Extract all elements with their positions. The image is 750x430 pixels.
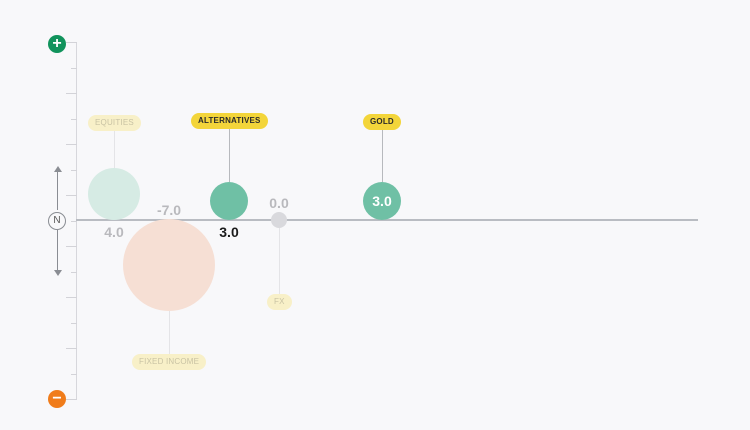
fixed-income-stem [169, 311, 170, 354]
gold-label[interactable]: GOLD [363, 114, 401, 130]
scale-tick [71, 221, 77, 222]
fixed-income-value: -7.0 [156, 202, 182, 218]
fx-label[interactable]: FX [267, 294, 292, 310]
scale-tick [71, 272, 77, 273]
down-arrow-icon [54, 270, 62, 276]
alternatives-stem [229, 129, 230, 182]
scale-tick [66, 348, 77, 349]
up-arrow-line [57, 172, 58, 210]
neutral-marker: N [48, 212, 66, 230]
scale-tick [71, 374, 77, 375]
alternatives-value: 3.0 [219, 224, 239, 240]
gold-stem [382, 130, 383, 182]
alternatives-bubble[interactable] [210, 182, 248, 220]
equities-label[interactable]: EQUITIES [88, 115, 141, 131]
down-arrow-line [57, 230, 58, 270]
fx-value: 0.0 [269, 195, 289, 211]
gold-value: 3.0 [372, 193, 392, 209]
equities-bubble[interactable] [88, 168, 140, 220]
scale-tick [66, 399, 77, 400]
neutral-baseline [76, 219, 698, 221]
scale-tick [66, 195, 77, 196]
scale-tick [71, 323, 77, 324]
up-arrow-icon [54, 166, 62, 172]
scale-tick [71, 119, 77, 120]
scale-tick [71, 68, 77, 69]
scale-tick [66, 246, 77, 247]
scale-tick [71, 170, 77, 171]
scale-tick [66, 42, 77, 43]
fixed-income-label[interactable]: FIXED INCOME [132, 354, 207, 370]
scale-tick [66, 297, 77, 298]
fx-stem [279, 228, 280, 294]
equities-stem [114, 129, 115, 168]
minus-icon[interactable]: − [48, 390, 66, 408]
gold-bubble[interactable] [363, 182, 401, 220]
scale-tick [66, 93, 77, 94]
plus-icon[interactable]: + [48, 35, 66, 53]
alternatives-label[interactable]: ALTERNATIVES [191, 113, 268, 129]
equities-value: 4.0 [104, 224, 124, 240]
fx-bubble[interactable] [271, 212, 287, 228]
scale-tick [66, 144, 77, 145]
fixed-income-bubble[interactable] [123, 219, 215, 311]
